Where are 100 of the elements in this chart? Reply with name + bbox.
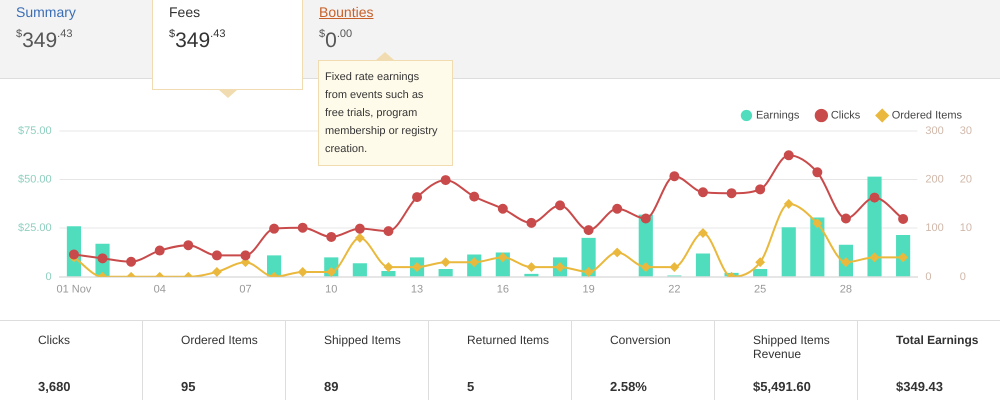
bar: [696, 253, 710, 276]
text: 89: [324, 379, 338, 394]
x-tick-label: 19: [582, 283, 595, 296]
x-tick-label: 04: [154, 283, 166, 296]
point: [870, 192, 880, 203]
text: 3,680: [38, 379, 71, 394]
text: Returned Items: [467, 333, 550, 347]
x-tick-label: 22: [668, 283, 681, 296]
point: [498, 204, 508, 214]
text: Shipped Items Revenue: [753, 333, 831, 361]
y-tick-label: 0: [46, 270, 52, 283]
y-tick-label: $75.00: [18, 125, 52, 138]
point: [440, 175, 451, 186]
y3-tick-label: 0: [960, 270, 966, 283]
text: Total Earnings: [896, 333, 980, 347]
point: [498, 252, 508, 262]
x-tick-label: 25: [754, 283, 766, 296]
text: $349.43: [896, 379, 943, 394]
y3-tick-label: 20: [960, 174, 972, 186]
y3-tick-label: 10: [960, 222, 972, 234]
legend-label: Ordered Items: [892, 110, 962, 122]
text: 5: [467, 379, 474, 394]
point: [755, 184, 766, 194]
text: Summary: [16, 4, 77, 20]
text: Clicks: [38, 333, 71, 347]
text: 2.58%: [610, 379, 647, 394]
y2-tick-label: 300: [925, 125, 944, 138]
point: [584, 225, 594, 236]
bar: [896, 235, 910, 276]
point: [384, 262, 393, 272]
point: [212, 267, 222, 276]
x-tick-label: 16: [496, 283, 509, 296]
bar: [753, 269, 768, 276]
point: [326, 232, 336, 242]
point: [840, 213, 851, 224]
point: [784, 199, 794, 208]
point: [784, 150, 794, 160]
point: [526, 218, 536, 228]
point: [870, 252, 880, 262]
x-tick-label: 13: [410, 283, 424, 296]
text: Ordered Items: [181, 333, 259, 347]
y-tick-label: $50.00: [18, 174, 52, 186]
legend-label: Clicks: [830, 110, 861, 122]
bar: [782, 227, 796, 276]
point: [183, 240, 194, 250]
bar: [524, 274, 538, 276]
y-tick-label: $25.00: [18, 222, 52, 234]
annotation: Fixed rate earnings from events such as free trials, program membership or registry creation.: [318, 60, 453, 166]
point: [726, 188, 737, 198]
point: [756, 258, 765, 267]
point: [298, 267, 308, 276]
point: [670, 262, 679, 272]
point: [126, 256, 136, 267]
point: [898, 252, 908, 262]
point: [355, 233, 364, 242]
text: 95: [181, 379, 196, 394]
text: Shipped Items: [324, 333, 402, 347]
point: [698, 228, 708, 238]
point: [640, 213, 651, 224]
point: [298, 222, 308, 233]
point: [412, 192, 422, 202]
point: [383, 226, 394, 236]
text: $^{$}$0$^{.00}$: [319, 28, 354, 53]
legend-label: Earnings: [756, 110, 800, 122]
point: [612, 204, 622, 214]
point: [240, 250, 250, 260]
text: Bounties: [319, 4, 374, 20]
point: [269, 224, 280, 234]
point: [812, 218, 822, 228]
point: [326, 267, 336, 276]
bar: [438, 269, 453, 276]
x-tick-label: 10: [325, 283, 338, 296]
point: [441, 258, 450, 267]
x-tick-label: 01 Nov: [56, 283, 92, 296]
y2-tick-label: 200: [925, 174, 944, 186]
bar: [810, 218, 824, 276]
point: [469, 192, 480, 202]
point: [354, 224, 365, 234]
x-tick-label: 28: [840, 283, 852, 296]
point: [555, 200, 566, 210]
point: [154, 246, 165, 256]
bar: [381, 270, 396, 276]
point: [641, 262, 650, 272]
point: [898, 214, 908, 224]
text: $^{$}$349$^{.43}$: [16, 28, 74, 53]
text: Conversion: [610, 333, 672, 347]
text: $5,491.60: [753, 379, 811, 394]
bar: [352, 263, 367, 276]
point: [212, 250, 222, 260]
point: [812, 167, 822, 178]
point: [584, 267, 594, 276]
y2-tick-label: 0: [925, 270, 932, 283]
point: [526, 262, 536, 272]
point: [68, 249, 79, 260]
point: [698, 187, 708, 198]
y3-tick-label: 30: [960, 125, 972, 138]
x-tick-label: 07: [239, 283, 252, 296]
y2-tick-label: 100: [925, 222, 944, 234]
point: [612, 248, 622, 257]
point: [669, 171, 680, 182]
